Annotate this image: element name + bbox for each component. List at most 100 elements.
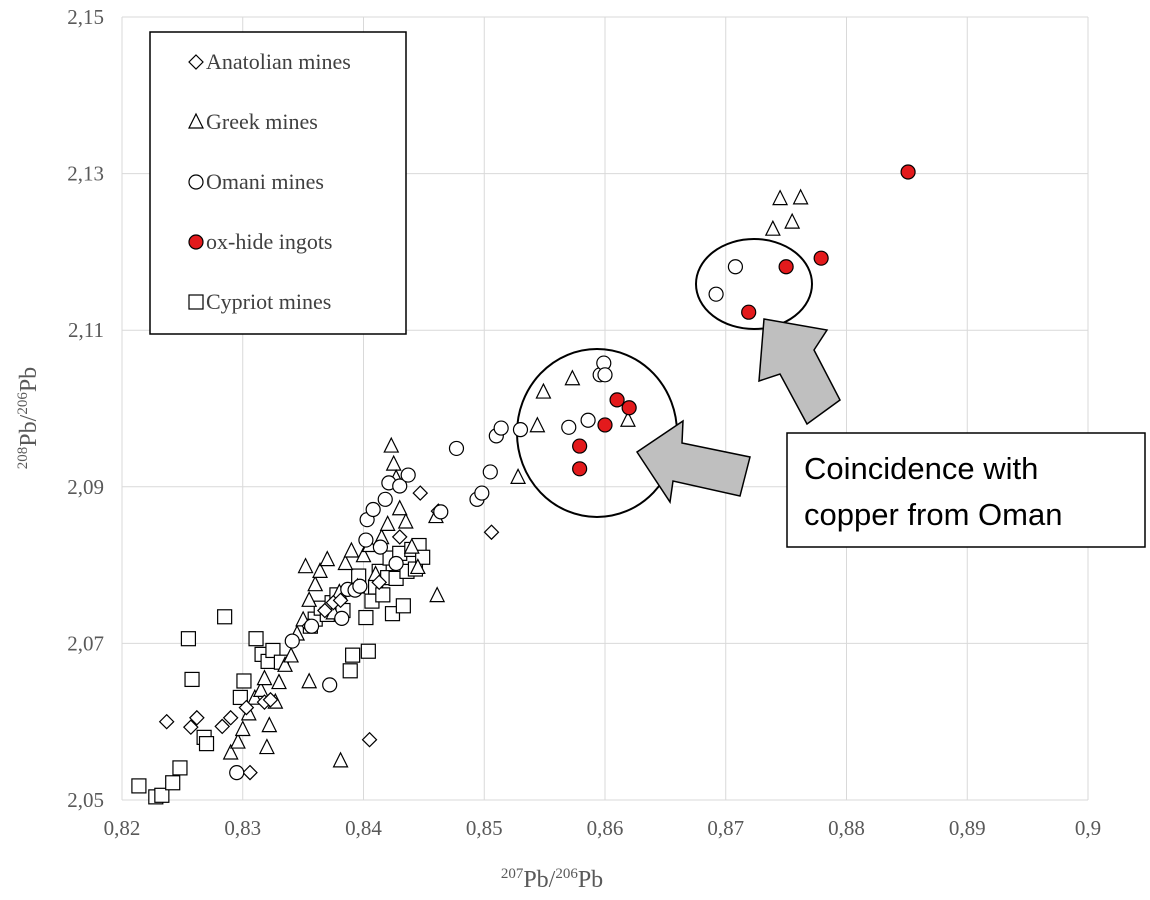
anatolian-mines-point bbox=[371, 574, 388, 591]
omani-mines-point bbox=[433, 504, 449, 520]
legend: Anatolian mines Greek mines Omani mines ox-… bbox=[149, 31, 407, 335]
omani-mines-point bbox=[512, 422, 529, 438]
x-tick-label: 0,82 bbox=[104, 816, 141, 840]
greek-mines-point bbox=[379, 515, 396, 531]
cypriot-mines-point bbox=[232, 689, 248, 706]
y-tick-label: 2,09 bbox=[67, 475, 104, 499]
greek-mines-point bbox=[258, 738, 275, 755]
x-tick-label: 0,9 bbox=[1075, 816, 1101, 840]
ox-hide-ingots-point bbox=[813, 250, 829, 266]
omani-mines-point bbox=[448, 440, 465, 457]
greek-mines-point bbox=[301, 672, 318, 689]
annotation-line-2: copper from Oman bbox=[804, 497, 1062, 532]
ox-hide-ingots-point bbox=[900, 164, 916, 180]
x-tick-label: 0,88 bbox=[828, 816, 865, 840]
y-tick-label: 2,07 bbox=[67, 631, 104, 655]
anatolian-mines-point bbox=[483, 524, 500, 541]
ox-hide-ingots-point bbox=[572, 461, 588, 477]
greek-mines-point bbox=[271, 673, 287, 690]
omani-mines-point bbox=[727, 259, 744, 275]
greek-mines-point bbox=[764, 219, 781, 236]
omani-mines-point bbox=[482, 464, 498, 480]
cypriot-mines-point bbox=[131, 778, 147, 794]
x-tick-label: 0,89 bbox=[949, 816, 986, 840]
greek-mines-point bbox=[355, 546, 372, 563]
cypriot-mines-point bbox=[342, 663, 358, 679]
omani-mines-point bbox=[284, 633, 300, 649]
omani-mines-point bbox=[334, 610, 350, 626]
anatolian-mines-point bbox=[238, 699, 255, 716]
ox-hide-ingots-point bbox=[741, 304, 757, 320]
greek-mines-point bbox=[229, 732, 246, 749]
greek-mines-point bbox=[337, 554, 354, 571]
omani-mines-point bbox=[352, 578, 368, 594]
cypriot-mines-point bbox=[217, 609, 233, 625]
cypriot-mines-point bbox=[184, 671, 200, 688]
annotation-callout: Coincidence with copper from Oman bbox=[786, 432, 1146, 548]
callout-arrows bbox=[635, 318, 841, 505]
legend-label-ox-hide-ingots: ox-hide ingots bbox=[206, 229, 333, 254]
greek-mines-point bbox=[409, 558, 426, 575]
omani-mines-point bbox=[303, 618, 320, 634]
anatolian-mines-point bbox=[222, 709, 239, 726]
greek-mines-point bbox=[343, 541, 360, 558]
omani-mines-point bbox=[708, 286, 724, 302]
y-tick-label: 2,11 bbox=[68, 318, 104, 342]
anatolian-mines-point bbox=[391, 529, 408, 545]
omani-mines-point bbox=[377, 491, 393, 507]
greek-mines-point bbox=[397, 512, 414, 529]
data-points bbox=[131, 164, 916, 805]
omani-mines-point bbox=[561, 419, 577, 435]
omani-mines-point bbox=[322, 677, 338, 693]
cypriot-mines-point bbox=[154, 787, 170, 803]
x-tick-label: 0,84 bbox=[345, 816, 382, 840]
greek-mines-point bbox=[403, 537, 420, 554]
greek-mines-point bbox=[385, 454, 402, 471]
omani-mines-point bbox=[580, 412, 596, 428]
greek-mines-point bbox=[301, 590, 318, 607]
callout-arrow-upper bbox=[758, 318, 841, 426]
greek-mines-point bbox=[619, 410, 636, 427]
cypriot-mines-point bbox=[265, 642, 281, 659]
anatolian-mines-point bbox=[242, 764, 258, 781]
legend-label-anatolian-mines: Anatolian mines bbox=[206, 49, 351, 74]
anatolian-mines-point bbox=[262, 691, 279, 708]
omani-mines-point bbox=[400, 467, 416, 483]
greek-mines-point bbox=[222, 743, 239, 760]
ox-hide-ingots-point bbox=[621, 400, 637, 416]
cypriot-mines-point bbox=[172, 760, 188, 776]
cypriot-mines-point bbox=[165, 775, 181, 791]
cypriot-mines-point bbox=[180, 631, 197, 647]
greek-mines-point bbox=[429, 586, 446, 603]
omani-mines-point bbox=[597, 367, 613, 383]
greek-mines-point bbox=[772, 189, 789, 206]
y-tick-label: 2,13 bbox=[67, 162, 104, 186]
axis-ticks: 0,82 0,83 0,84 0,85 0,86 0,87 0,88 0,89 0,9 2,05 2… bbox=[67, 5, 1101, 840]
greek-mines-point bbox=[234, 720, 251, 737]
x-tick-label: 0,87 bbox=[707, 816, 744, 840]
greek-mines-point bbox=[283, 646, 300, 663]
anatolian-mines-point bbox=[361, 731, 378, 748]
cypriot-mines-point bbox=[248, 631, 264, 647]
greek-mines-point bbox=[312, 562, 329, 578]
anatolian-mines-point bbox=[214, 718, 231, 735]
greek-mines-point bbox=[252, 681, 269, 697]
anatolian-mines-point bbox=[317, 602, 333, 619]
omani-mines-point bbox=[392, 478, 408, 494]
legend-marker-omani-mines bbox=[188, 174, 204, 190]
ox-hide-ingots-point bbox=[778, 259, 794, 275]
legend-marker-anatolian-mines bbox=[188, 54, 204, 70]
greek-mines-point bbox=[261, 716, 278, 733]
cypriot-mines-point bbox=[236, 673, 252, 689]
x-tick-label: 0,83 bbox=[224, 816, 261, 840]
anatolian-mines-point bbox=[189, 709, 205, 726]
legend-label-omani-mines: Omani mines bbox=[206, 169, 324, 194]
cypriot-mines-point bbox=[360, 643, 376, 659]
annotation-line-1: Coincidence with bbox=[804, 451, 1038, 486]
greek-mines-point bbox=[510, 468, 527, 485]
greek-mines-point bbox=[319, 550, 336, 567]
greek-mines-point bbox=[297, 557, 314, 574]
omani-mines-point bbox=[474, 485, 490, 501]
omani-mines-point bbox=[365, 501, 381, 518]
legend-label-greek-mines: Greek mines bbox=[206, 109, 318, 134]
